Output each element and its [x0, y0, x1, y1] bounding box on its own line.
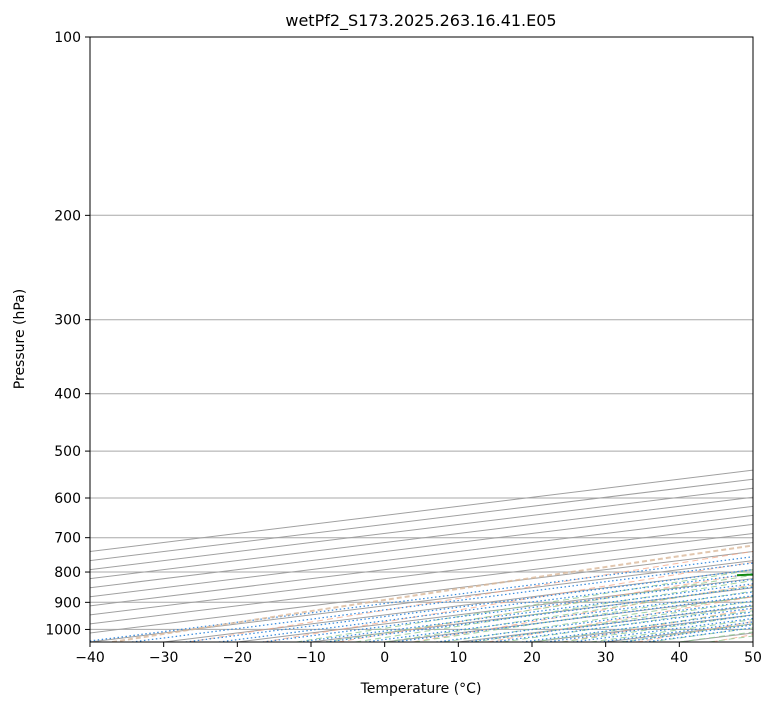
y-tick-label: 300 — [54, 313, 81, 329]
moist-adiabat-line — [502, 605, 753, 642]
reference-curve — [111, 544, 753, 642]
axes: −40 −30 −20 −10 0 10 20 30 40 50 100 200 300 400 500 60… — [45, 30, 762, 666]
y-tick-label: 200 — [54, 208, 81, 224]
dry-adiabat-line — [188, 550, 753, 642]
y-tick-label: 400 — [54, 387, 81, 403]
x-tick-label: −40 — [75, 650, 105, 666]
mixing-ratio-line — [90, 556, 753, 642]
y-tick-label: 700 — [54, 531, 81, 547]
isotherm-line — [90, 514, 753, 598]
x-tick-label: 10 — [449, 650, 467, 666]
x-tick-label: 0 — [380, 650, 389, 666]
dry-adiabat-line — [263, 561, 753, 642]
isotherm-line — [90, 469, 753, 553]
y-tick-label: 900 — [54, 595, 81, 611]
moist-adiabat-line — [414, 590, 753, 642]
mixing-ratio-line — [185, 569, 753, 642]
plot-frame — [89, 36, 754, 643]
isotherm-line — [679, 632, 753, 642]
dry-adiabat-line — [711, 634, 753, 642]
dry-adiabat-line — [562, 608, 753, 642]
isotherm-line — [90, 478, 753, 562]
chart-title: wetPf2_S173.2025.263.16.41.E05 — [285, 11, 556, 31]
moist-adiabat-line — [561, 614, 753, 642]
y-tick-label: 500 — [54, 444, 81, 460]
isotherm-line — [90, 487, 753, 571]
y-tick-label: 800 — [54, 565, 81, 581]
isotherm-line — [752, 641, 753, 642]
mixing-ratio-line — [436, 600, 753, 642]
moist-adiabat-line — [649, 627, 753, 642]
profile-series — [736, 573, 753, 577]
moist-adiabat-line — [679, 631, 753, 642]
moist-adiabat-line — [531, 610, 753, 642]
mixing-ratio-line — [218, 573, 753, 642]
moist-adiabat-line — [296, 569, 753, 642]
isotherm-line — [90, 551, 753, 634]
isotherm-line — [237, 578, 753, 642]
x-tick-label: −10 — [296, 650, 326, 666]
y-tick-label: 100 — [54, 30, 81, 46]
moist-adiabat-line — [355, 580, 753, 642]
isotherm-line — [310, 587, 753, 642]
x-tick-label: 20 — [523, 650, 541, 666]
isotherm-line — [531, 614, 753, 642]
x-tick-label: 30 — [597, 650, 615, 666]
moist-adiabat-line — [384, 585, 753, 642]
x-axis-label: Temperature (°C) — [360, 681, 482, 697]
dry-adiabat-line — [412, 584, 753, 642]
x-tick-label: −30 — [149, 650, 179, 666]
moist-adiabat-line — [473, 600, 753, 642]
y-axis-label: Pressure (hPa) — [12, 289, 28, 389]
mixing-ratio-line — [365, 591, 753, 642]
isotherm-line — [458, 605, 753, 642]
isotherm-line — [605, 623, 753, 642]
moist-adiabat-line — [325, 574, 753, 642]
background-lines — [90, 37, 753, 642]
mixing-ratio-line — [262, 578, 753, 642]
isotherm-line — [90, 505, 753, 589]
dry-adiabat-line — [636, 620, 753, 642]
mixing-ratio-line — [467, 604, 753, 642]
y-tick-label: 600 — [54, 491, 81, 507]
x-tick-label: −20 — [223, 650, 253, 666]
y-tick-label: 1000 — [45, 622, 81, 638]
isotherm-line — [90, 560, 753, 642]
dewpoint-profile-line — [736, 573, 753, 577]
mixing-ratio-line — [492, 607, 753, 642]
moist-adiabat-line — [708, 635, 753, 642]
isotherm-line — [90, 496, 753, 580]
x-tick-label: 40 — [670, 650, 688, 666]
isotherm-line — [90, 532, 753, 616]
mixing-ratio-line — [394, 595, 753, 642]
isotherm-line — [90, 523, 753, 607]
x-tick-label: 50 — [744, 650, 762, 666]
